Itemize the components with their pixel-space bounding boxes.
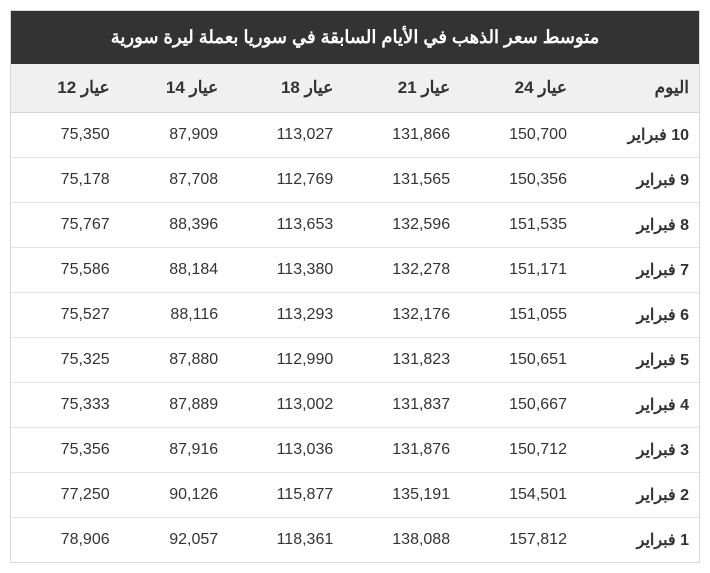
cell-k21: 132,596 bbox=[343, 203, 460, 248]
cell-k14: 92,057 bbox=[120, 518, 229, 563]
table-header-row: اليوم عيار 24 عيار 21 عيار 18 عيار 14 عي… bbox=[11, 64, 699, 113]
cell-k18: 113,002 bbox=[228, 383, 343, 428]
cell-k24: 151,535 bbox=[460, 203, 577, 248]
cell-k18: 112,769 bbox=[228, 158, 343, 203]
cell-k21: 138,088 bbox=[343, 518, 460, 563]
table-row: 3 فبراير150,712131,876113,03687,91675,35… bbox=[11, 428, 699, 473]
cell-k18: 113,036 bbox=[228, 428, 343, 473]
cell-k24: 151,171 bbox=[460, 248, 577, 293]
col-k21: عيار 21 bbox=[343, 64, 460, 113]
cell-k24: 150,667 bbox=[460, 383, 577, 428]
col-k18: عيار 18 bbox=[228, 64, 343, 113]
cell-k12: 75,767 bbox=[11, 203, 120, 248]
cell-k18: 113,293 bbox=[228, 293, 343, 338]
col-k14: عيار 14 bbox=[120, 64, 229, 113]
col-k24: عيار 24 bbox=[460, 64, 577, 113]
cell-k18: 112,990 bbox=[228, 338, 343, 383]
cell-day: 6 فبراير bbox=[577, 293, 699, 338]
cell-k14: 87,916 bbox=[120, 428, 229, 473]
table-row: 5 فبراير150,651131,823112,99087,88075,32… bbox=[11, 338, 699, 383]
cell-day: 2 فبراير bbox=[577, 473, 699, 518]
gold-price-table-container: متوسط سعر الذهب في الأيام السابقة في سور… bbox=[10, 10, 700, 563]
cell-k12: 78,906 bbox=[11, 518, 120, 563]
cell-k12: 75,586 bbox=[11, 248, 120, 293]
col-k12: عيار 12 bbox=[11, 64, 120, 113]
table-row: 10 فبراير150,700131,866113,02787,90975,3… bbox=[11, 113, 699, 158]
table-row: 2 فبراير154,501135,191115,87790,12677,25… bbox=[11, 473, 699, 518]
cell-day: 8 فبراير bbox=[577, 203, 699, 248]
cell-k21: 131,837 bbox=[343, 383, 460, 428]
cell-k24: 150,700 bbox=[460, 113, 577, 158]
cell-k14: 90,126 bbox=[120, 473, 229, 518]
cell-day: 5 فبراير bbox=[577, 338, 699, 383]
cell-k21: 135,191 bbox=[343, 473, 460, 518]
cell-k14: 87,880 bbox=[120, 338, 229, 383]
gold-price-table: اليوم عيار 24 عيار 21 عيار 18 عيار 14 عي… bbox=[11, 64, 699, 562]
table-row: 1 فبراير157,812138,088118,36192,05778,90… bbox=[11, 518, 699, 563]
cell-day: 1 فبراير bbox=[577, 518, 699, 563]
cell-k14: 88,184 bbox=[120, 248, 229, 293]
cell-k12: 75,333 bbox=[11, 383, 120, 428]
table-title: متوسط سعر الذهب في الأيام السابقة في سور… bbox=[11, 11, 699, 64]
cell-day: 3 فبراير bbox=[577, 428, 699, 473]
cell-k14: 87,909 bbox=[120, 113, 229, 158]
cell-k12: 75,325 bbox=[11, 338, 120, 383]
cell-k21: 132,176 bbox=[343, 293, 460, 338]
cell-day: 4 فبراير bbox=[577, 383, 699, 428]
cell-k24: 150,651 bbox=[460, 338, 577, 383]
table-row: 7 فبراير151,171132,278113,38088,18475,58… bbox=[11, 248, 699, 293]
cell-k18: 113,653 bbox=[228, 203, 343, 248]
cell-k18: 113,380 bbox=[228, 248, 343, 293]
cell-day: 7 فبراير bbox=[577, 248, 699, 293]
cell-k24: 151,055 bbox=[460, 293, 577, 338]
cell-k24: 154,501 bbox=[460, 473, 577, 518]
cell-k14: 87,889 bbox=[120, 383, 229, 428]
table-row: 8 فبراير151,535132,596113,65388,39675,76… bbox=[11, 203, 699, 248]
table-body: 10 فبراير150,700131,866113,02787,90975,3… bbox=[11, 113, 699, 563]
cell-k21: 132,278 bbox=[343, 248, 460, 293]
cell-k18: 113,027 bbox=[228, 113, 343, 158]
cell-k24: 157,812 bbox=[460, 518, 577, 563]
cell-k12: 77,250 bbox=[11, 473, 120, 518]
table-row: 4 فبراير150,667131,837113,00287,88975,33… bbox=[11, 383, 699, 428]
cell-k12: 75,356 bbox=[11, 428, 120, 473]
cell-k14: 88,116 bbox=[120, 293, 229, 338]
col-day: اليوم bbox=[577, 64, 699, 113]
cell-k24: 150,356 bbox=[460, 158, 577, 203]
cell-day: 10 فبراير bbox=[577, 113, 699, 158]
cell-k12: 75,350 bbox=[11, 113, 120, 158]
table-row: 6 فبراير151,055132,176113,29388,11675,52… bbox=[11, 293, 699, 338]
cell-day: 9 فبراير bbox=[577, 158, 699, 203]
cell-k18: 118,361 bbox=[228, 518, 343, 563]
cell-k12: 75,178 bbox=[11, 158, 120, 203]
cell-k14: 87,708 bbox=[120, 158, 229, 203]
table-row: 9 فبراير150,356131,565112,76987,70875,17… bbox=[11, 158, 699, 203]
cell-k21: 131,565 bbox=[343, 158, 460, 203]
cell-k24: 150,712 bbox=[460, 428, 577, 473]
cell-k14: 88,396 bbox=[120, 203, 229, 248]
cell-k21: 131,866 bbox=[343, 113, 460, 158]
cell-k21: 131,876 bbox=[343, 428, 460, 473]
cell-k21: 131,823 bbox=[343, 338, 460, 383]
cell-k12: 75,527 bbox=[11, 293, 120, 338]
cell-k18: 115,877 bbox=[228, 473, 343, 518]
